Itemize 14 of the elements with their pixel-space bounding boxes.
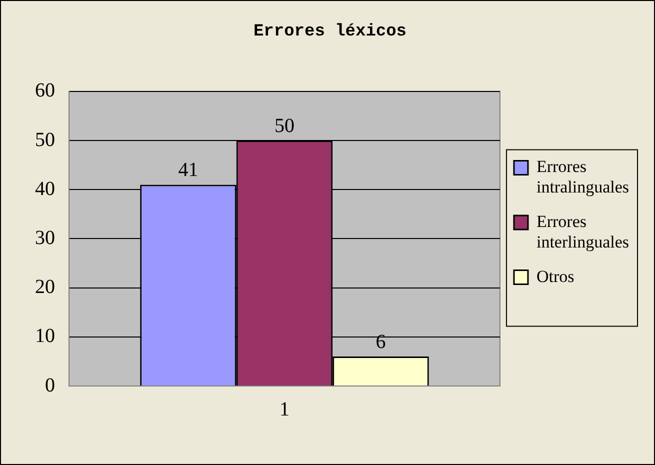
- legend-label: Errores intralinguales: [536, 157, 629, 197]
- data-label: 41: [178, 158, 198, 181]
- legend-label: Errores interlinguales: [536, 212, 629, 252]
- legend-label: Otros: [536, 266, 574, 286]
- chart-title: Errores léxicos: [253, 22, 407, 42]
- y-tick-label: 20: [35, 276, 55, 298]
- y-tick-label: 0: [45, 374, 55, 396]
- y-tick-label: 10: [35, 325, 55, 348]
- y-tick-label: 50: [35, 128, 55, 151]
- y-tick-label: 40: [35, 178, 55, 200]
- x-tick-label: 1: [279, 398, 290, 420]
- y-tick-label: 30: [35, 226, 55, 249]
- data-label: 50: [274, 114, 294, 137]
- y-tick-label: 60: [35, 80, 55, 102]
